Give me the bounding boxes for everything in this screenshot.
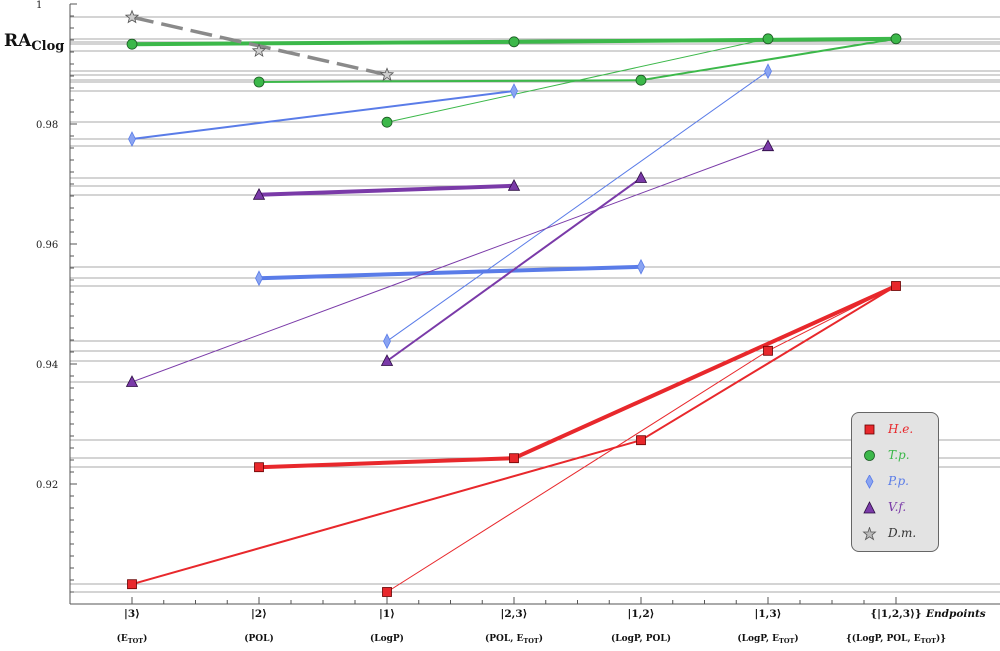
endpoints-label: Endpoints: [925, 608, 986, 620]
series-line: [258, 456, 515, 470]
legend-entry-tp: T.p.: [860, 447, 936, 465]
series-line: [640, 285, 897, 442]
data-point: [635, 74, 647, 86]
data-point: [509, 453, 519, 464]
data-point: [254, 462, 264, 473]
series-line: [513, 284, 897, 461]
series-line: [131, 145, 769, 383]
x-tick-label: |1,3⟩: [755, 608, 782, 620]
data-point: [124, 9, 140, 24]
x-tick-sublabel: {(LogP, POL, ETOT)}: [846, 633, 946, 645]
x-tick-label: |3⟩: [124, 608, 140, 620]
legend-entry-pp: P.p.: [860, 473, 936, 491]
data-point: [763, 345, 773, 356]
x-tick-label: |2⟩: [251, 608, 267, 620]
x-tick-sublabel: (LogP, ETOT): [737, 633, 798, 645]
x-tick-sublabel: (POL, ETOT): [485, 633, 543, 645]
legend: H.e. T.p. P.p. V.f. D.m.: [851, 412, 939, 552]
y-tick-label: 0.92: [36, 480, 58, 491]
x-tick-label: |1,2⟩: [628, 608, 655, 620]
series-line: [131, 90, 515, 140]
diamond-marker-icon: [865, 475, 874, 489]
data-point: [634, 171, 648, 183]
circle-marker-icon: [864, 450, 875, 461]
legend-label: D.m.: [888, 526, 917, 540]
triangle-marker-icon: [863, 501, 876, 514]
data-point: [764, 63, 772, 80]
data-point: [255, 270, 263, 287]
data-point: [380, 354, 394, 366]
data-point: [382, 587, 392, 597]
data-point: [761, 139, 775, 152]
data-point: [762, 33, 774, 45]
series-line: [386, 350, 769, 593]
data-point: [636, 435, 646, 446]
axes: 1 0.98 0.96 0.94 0.92 |3⟩ (ETOT) |2⟩ (POL) |1⟩ (Lo…: [36, 0, 1000, 645]
data-point: [510, 83, 518, 99]
legend-entry-he: H.e.: [860, 421, 936, 439]
y-tick-label: 0.96: [36, 240, 58, 251]
data-point: [379, 67, 395, 81]
series-lines: [131, 15, 897, 593]
legend-entry-dm: D.m.: [860, 525, 936, 543]
data-point: [253, 76, 265, 88]
data-point: [127, 579, 137, 590]
x-tick-sublabel: (LogP): [370, 633, 404, 644]
series-line: [131, 439, 642, 586]
series-markers: [124, 9, 902, 597]
data-point: [381, 116, 393, 128]
square-marker-icon: [864, 424, 875, 435]
data-point: [383, 333, 391, 350]
grid-lines: [70, 16, 1000, 593]
series-line: [131, 39, 515, 47]
y-axis-label: RAClog: [4, 31, 64, 54]
data-point: [252, 187, 266, 200]
legend-label: T.p.: [888, 448, 910, 462]
data-point: [128, 131, 136, 147]
x-tick-label: {|1,2,3⟩}: [870, 608, 921, 620]
data-point: [125, 375, 139, 387]
data-point: [507, 178, 521, 191]
legend-label: P.p.: [888, 474, 909, 488]
data-point: [890, 33, 902, 45]
data-point: [126, 38, 138, 50]
x-tick-label: |1⟩: [379, 608, 395, 620]
y-tick-label: 1: [36, 0, 42, 11]
legend-label: V.f.: [888, 500, 907, 514]
legend-entry-vf: V.f.: [860, 499, 936, 517]
data-point: [891, 281, 901, 291]
series-line: [640, 37, 897, 82]
y-tick-label: 0.94: [36, 360, 58, 371]
series-line: [258, 264, 642, 281]
y-tick-label: 0.98: [36, 120, 58, 131]
star-marker-icon: [862, 527, 877, 541]
legend-label: H.e.: [888, 422, 914, 436]
x-tick-label: |2,3⟩: [501, 608, 528, 620]
series-line: [258, 183, 515, 197]
series-line: [386, 70, 769, 342]
x-tick-sublabel: (ETOT): [117, 633, 148, 645]
x-tick-sublabel: (LogP, POL): [611, 633, 671, 644]
data-point: [508, 36, 520, 48]
data-point: [637, 258, 645, 275]
data-point: [251, 43, 267, 57]
x-tick-sublabel: (POL): [244, 633, 273, 644]
series-line: [767, 285, 897, 352]
series-line: [386, 38, 769, 123]
